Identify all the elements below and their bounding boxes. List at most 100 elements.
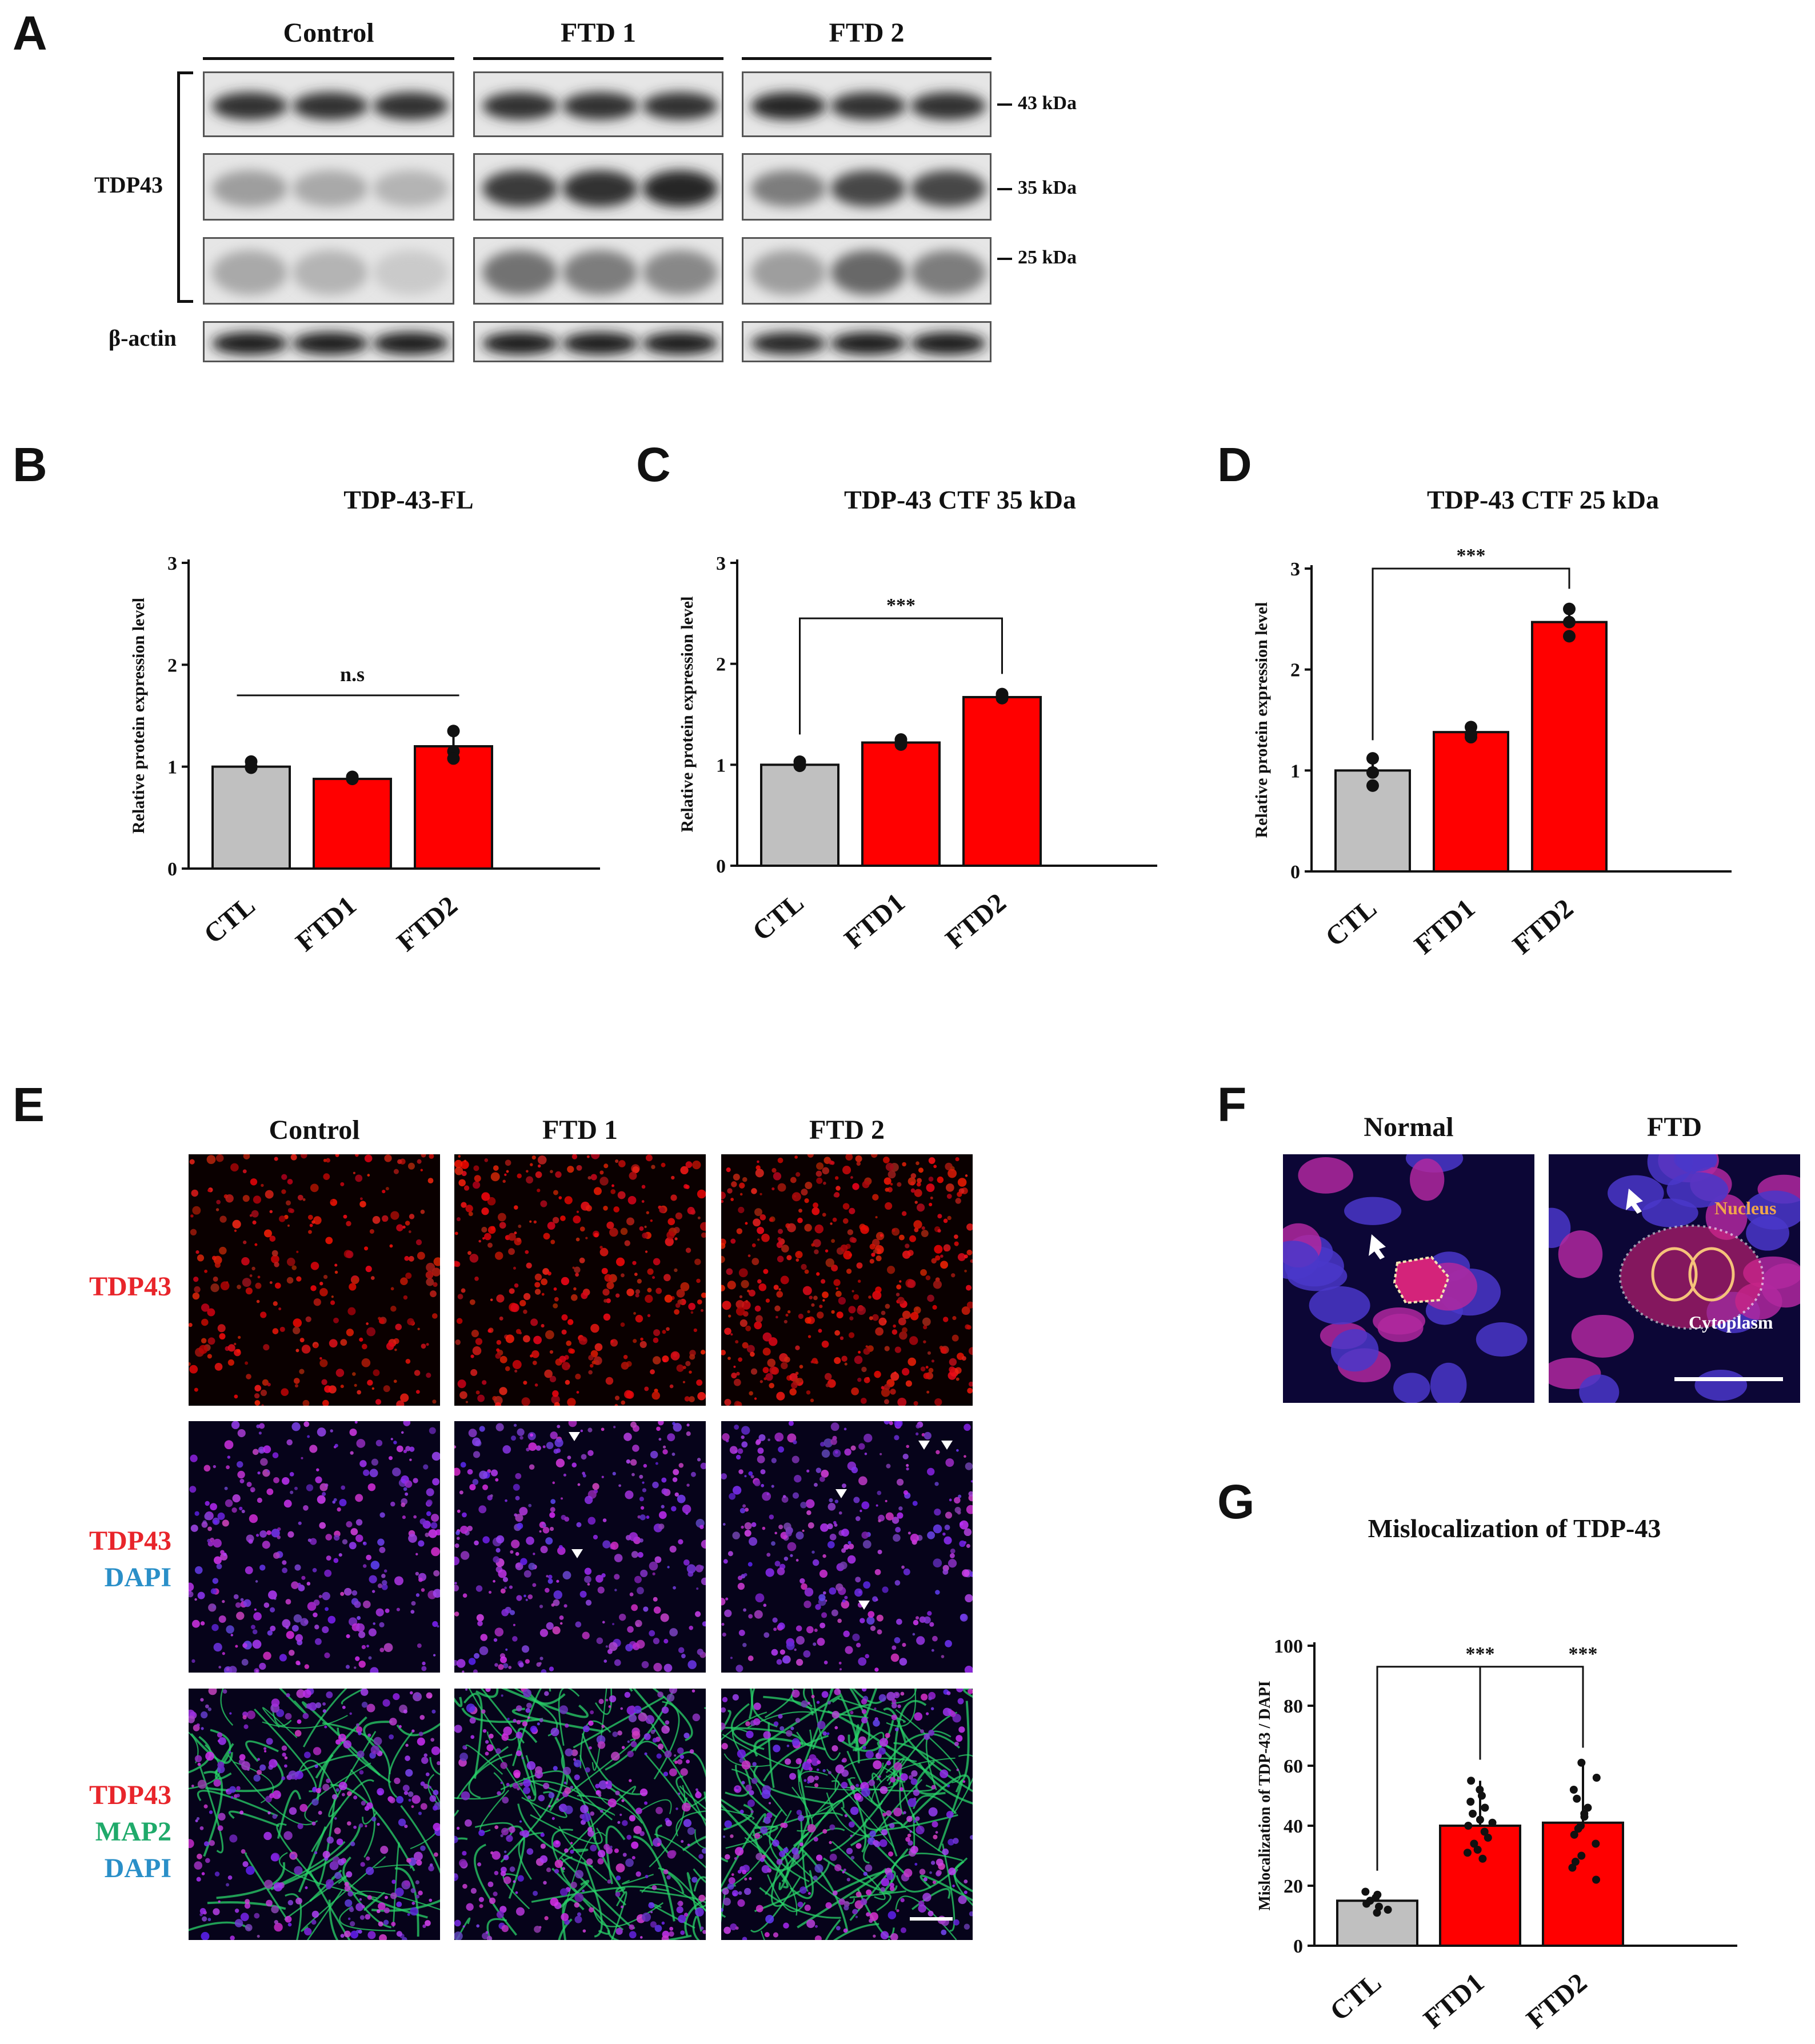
cell bbox=[914, 1862, 918, 1866]
cell bbox=[722, 1888, 729, 1895]
cell bbox=[603, 1163, 609, 1169]
cell bbox=[274, 1920, 278, 1925]
cell bbox=[615, 1863, 625, 1873]
neurite bbox=[826, 1792, 886, 1837]
cell bbox=[196, 1877, 201, 1882]
cell bbox=[286, 1200, 291, 1206]
cell bbox=[629, 1705, 635, 1711]
blot-band bbox=[562, 332, 638, 355]
data-point bbox=[346, 773, 359, 786]
cell bbox=[814, 1864, 823, 1873]
cell bbox=[683, 1559, 690, 1566]
cell bbox=[432, 1621, 438, 1627]
cell bbox=[942, 1848, 949, 1855]
cell bbox=[415, 1571, 419, 1576]
cell bbox=[269, 1759, 278, 1768]
cell bbox=[574, 1893, 584, 1902]
cell bbox=[409, 1214, 415, 1219]
cell bbox=[825, 1258, 834, 1267]
cell bbox=[433, 1282, 438, 1287]
cell bbox=[721, 1350, 726, 1355]
cell bbox=[210, 1503, 217, 1511]
cell bbox=[759, 1193, 762, 1195]
cell bbox=[326, 1555, 331, 1561]
cell bbox=[666, 1694, 675, 1702]
cell bbox=[602, 1621, 605, 1624]
cell bbox=[761, 1865, 770, 1874]
cell bbox=[256, 1769, 262, 1775]
cell bbox=[665, 1237, 674, 1246]
cell bbox=[735, 1401, 742, 1406]
cell bbox=[513, 1205, 518, 1210]
cell bbox=[777, 1229, 783, 1234]
cell bbox=[724, 1398, 731, 1406]
cell bbox=[506, 1170, 509, 1173]
micrograph bbox=[189, 1421, 440, 1673]
cell bbox=[776, 1659, 782, 1665]
neurite bbox=[303, 1689, 347, 1747]
cell bbox=[650, 1450, 658, 1459]
cell bbox=[956, 1768, 960, 1771]
chart-title: TDP-43-FL bbox=[343, 485, 473, 514]
cell bbox=[779, 1726, 785, 1731]
nucleus bbox=[1393, 1373, 1430, 1403]
cell bbox=[928, 1807, 938, 1817]
cell bbox=[330, 1300, 335, 1305]
cell bbox=[590, 1710, 594, 1714]
cell bbox=[325, 1237, 333, 1245]
cell bbox=[614, 1848, 619, 1853]
neurite bbox=[754, 1862, 830, 1913]
cell bbox=[346, 1329, 354, 1337]
cell bbox=[598, 1780, 608, 1790]
cell bbox=[821, 1470, 829, 1478]
cell bbox=[796, 1658, 803, 1666]
cell bbox=[814, 1224, 824, 1234]
cell bbox=[263, 1445, 271, 1454]
cell bbox=[858, 1443, 865, 1450]
cell bbox=[594, 1343, 603, 1351]
blot-band bbox=[373, 170, 449, 207]
cell bbox=[795, 1758, 802, 1765]
cell bbox=[918, 1167, 924, 1173]
cell bbox=[845, 1646, 853, 1654]
data-point bbox=[1577, 1851, 1586, 1860]
cell bbox=[586, 1858, 593, 1865]
cell bbox=[232, 1494, 241, 1503]
cell bbox=[933, 1834, 938, 1839]
y-tick-label: 80 bbox=[1284, 1696, 1303, 1717]
cell bbox=[927, 1351, 932, 1355]
cell bbox=[454, 1582, 457, 1585]
cell bbox=[832, 1217, 837, 1222]
cell bbox=[521, 1397, 530, 1406]
cell bbox=[386, 1342, 394, 1350]
cell bbox=[597, 1741, 606, 1749]
cell bbox=[912, 1633, 916, 1636]
blot-band bbox=[910, 332, 986, 355]
cell bbox=[722, 1301, 731, 1310]
cell bbox=[233, 1594, 239, 1599]
cell bbox=[818, 1329, 822, 1333]
cell bbox=[252, 1639, 262, 1649]
cell bbox=[259, 1530, 267, 1538]
cell bbox=[791, 1847, 799, 1855]
cell bbox=[189, 1582, 194, 1591]
cell bbox=[317, 1427, 326, 1437]
cell bbox=[615, 1790, 620, 1795]
cell bbox=[861, 1501, 870, 1510]
cell bbox=[426, 1262, 435, 1272]
cell bbox=[970, 1480, 973, 1483]
cell bbox=[565, 1379, 570, 1385]
cell bbox=[730, 1198, 734, 1201]
cell bbox=[907, 1833, 912, 1838]
cell bbox=[913, 1789, 920, 1796]
cell bbox=[673, 1586, 676, 1590]
cell bbox=[286, 1257, 295, 1266]
cell bbox=[408, 1255, 414, 1262]
cell bbox=[870, 1154, 878, 1158]
cell bbox=[482, 1380, 487, 1385]
arrowhead-marker bbox=[918, 1441, 930, 1450]
cell bbox=[274, 1282, 281, 1289]
cell bbox=[645, 1715, 655, 1725]
cell bbox=[499, 1222, 506, 1229]
neurite bbox=[799, 1847, 849, 1932]
